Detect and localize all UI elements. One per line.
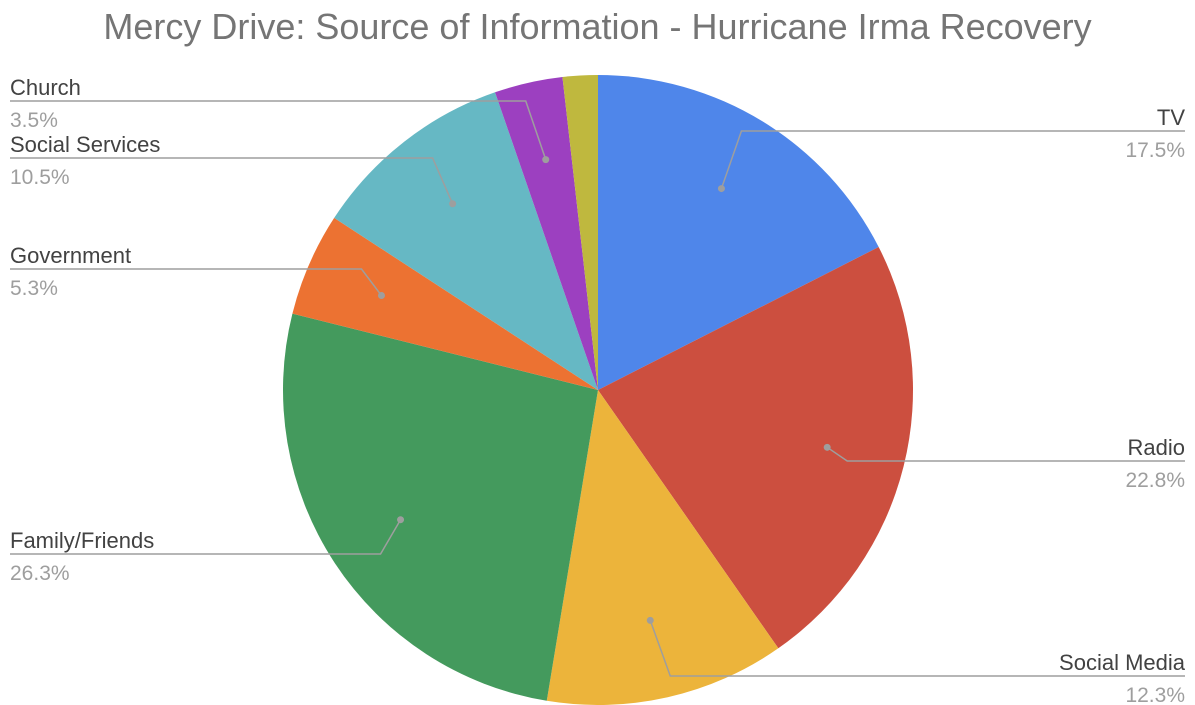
slice-percent-family-friends: 26.3% [10,562,70,585]
slice-percent-social-media: 12.3% [1125,684,1185,705]
pie-slice-government [292,217,598,390]
pie-slice-social-media [546,390,779,705]
slice-percent-radio: 22.8% [1125,469,1185,492]
slice-percent-tv: 17.5% [1125,139,1185,162]
callout-line-social-media [649,620,1185,677]
slice-label-tv: TV [1157,105,1185,130]
callout-line-family-friends [10,519,402,555]
slice-percent-government: 5.3% [10,277,58,300]
slice-percent-church: 3.5% [10,109,58,132]
callout-line-tv [720,130,1185,189]
callout-line-government [10,268,383,296]
pie-slice-social-services [334,92,598,391]
chart-title: Mercy Drive: Source of Information - Hur… [103,6,1092,47]
pie-slices [283,75,913,705]
pie-slice-church [495,77,598,390]
slice-label-family-friends: Family/Friends [10,528,154,553]
pie-slice-radio [598,246,913,649]
pie-slice-unlabeled-7 [562,75,598,390]
slice-percent-social-services: 10.5% [10,166,70,189]
slice-label-church: Church [10,75,81,100]
slice-label-government: Government [10,243,131,268]
pie-slice-tv [598,75,879,390]
slice-labels: TV 17.5% Radio 22.8% Social Media 12.3% Family… [10,75,1186,705]
callout-line-social-services [10,157,454,205]
slice-label-social-media: Social Media [1059,650,1186,675]
slice-label-radio: Radio [1128,435,1185,460]
callout-line-church [10,100,547,160]
slice-label-social-services: Social Services [10,132,160,157]
pie-slice-family-friends [283,313,598,701]
callout-lines [10,100,1185,677]
callout-line-radio [826,446,1185,462]
